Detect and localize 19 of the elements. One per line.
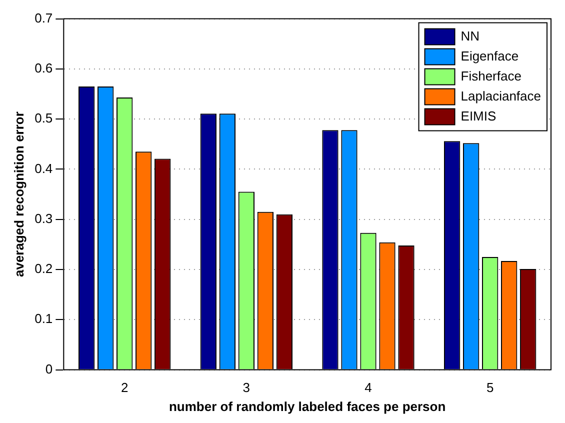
y-tick-label: 0.2	[34, 261, 53, 276]
legend-label: EIMIS	[460, 108, 496, 124]
legend-label: NN	[460, 28, 480, 44]
x-tick-label: 4	[364, 380, 372, 396]
x-axis-title: number of randomly labeled faces pe person	[168, 398, 446, 414]
x-tick-label: 5	[486, 380, 494, 396]
legend-label: Laplacianface	[460, 88, 542, 104]
y-tick-label: 0.1	[34, 311, 53, 326]
y-tick-label: 0.6	[34, 60, 53, 76]
legend-label: Fisherface	[460, 68, 522, 84]
y-tick-label: 0	[45, 361, 53, 376]
x-tick-label: 3	[242, 380, 250, 396]
legend-label: Eigenface	[460, 48, 519, 64]
y-axis-title: averaged recognition error	[11, 112, 26, 278]
y-tick-label: 0.5	[34, 110, 53, 126]
y-tick-label: 0.4	[34, 160, 53, 176]
y-tick-label: 0.3	[34, 210, 53, 226]
y-tick-label: 0.7	[34, 10, 53, 26]
x-tick-label: 2	[120, 380, 128, 396]
